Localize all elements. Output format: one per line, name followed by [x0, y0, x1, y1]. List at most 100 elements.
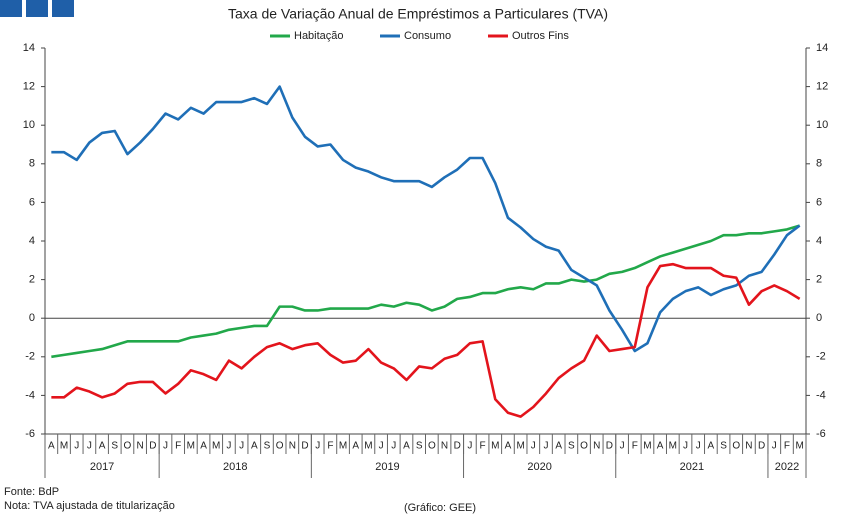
x-tick-label: O — [124, 441, 132, 452]
series-line — [51, 224, 801, 359]
x-tick-label: O — [428, 441, 436, 452]
x-tick-label: F — [175, 441, 181, 452]
x-tick-label: D — [301, 441, 308, 452]
x-tick-label: S — [416, 441, 423, 452]
legend-label: Outros Fins — [512, 30, 569, 42]
x-tick-label: M — [491, 441, 499, 452]
x-tick-label: F — [784, 441, 790, 452]
x-tick-label: A — [200, 441, 207, 452]
x-tick-label: F — [632, 441, 638, 452]
y-tick-label: 4 — [29, 235, 35, 247]
x-tick-label: M — [795, 441, 803, 452]
y-tick-label: 6 — [29, 196, 35, 208]
year-label: 2021 — [680, 461, 704, 473]
y2-tick-label: 10 — [816, 119, 828, 131]
x-tick-label: N — [289, 441, 296, 452]
chart-title: Taxa de Variação Anual de Empréstimos a … — [228, 6, 608, 22]
x-tick-label: A — [657, 441, 664, 452]
y2-tick-label: 0 — [816, 312, 822, 324]
y-tick-label: 8 — [29, 158, 35, 170]
x-tick-label: M — [187, 441, 195, 452]
y-tick-label: -6 — [25, 428, 35, 440]
x-tick-label: J — [87, 441, 92, 452]
x-tick-label: O — [276, 441, 284, 452]
x-tick-label: N — [137, 441, 144, 452]
y-tick-label: 2 — [29, 274, 35, 286]
x-tick-label: M — [364, 441, 372, 452]
x-tick-label: D — [149, 441, 156, 452]
note: Nota: TVA ajustada de titularização — [4, 500, 175, 512]
x-tick-label: M — [643, 441, 651, 452]
x-tick-label: A — [708, 441, 715, 452]
x-tick-label: O — [580, 441, 588, 452]
year-label: 2022 — [775, 461, 799, 473]
x-tick-label: M — [516, 441, 524, 452]
x-tick-label: M — [60, 441, 68, 452]
x-tick-label: S — [720, 441, 727, 452]
x-tick-label: J — [315, 441, 320, 452]
x-tick-label: M — [669, 441, 677, 452]
y2-tick-label: 12 — [816, 81, 828, 93]
x-tick-label: A — [403, 441, 410, 452]
y-tick-label: 0 — [29, 312, 35, 324]
y-tick-label: -4 — [25, 389, 35, 401]
x-tick-label: A — [352, 441, 359, 452]
x-tick-label: A — [99, 441, 106, 452]
x-tick-label: D — [454, 441, 461, 452]
y2-tick-label: -2 — [816, 351, 826, 363]
x-tick-label: J — [620, 441, 625, 452]
x-tick-label: F — [480, 441, 486, 452]
x-tick-label: J — [467, 441, 472, 452]
x-tick-label: S — [264, 441, 271, 452]
x-tick-label: J — [772, 441, 777, 452]
y2-tick-label: 6 — [816, 196, 822, 208]
x-tick-label: J — [391, 441, 396, 452]
x-tick-label: N — [441, 441, 448, 452]
legend-label: Consumo — [404, 30, 451, 42]
year-label: 2020 — [527, 461, 551, 473]
year-label: 2019 — [375, 461, 399, 473]
x-tick-label: M — [339, 441, 347, 452]
y-tick-label: 14 — [23, 42, 35, 54]
logo-square — [26, 0, 48, 17]
x-tick-label: D — [606, 441, 613, 452]
x-tick-label: J — [163, 441, 168, 452]
y2-tick-label: 14 — [816, 42, 828, 54]
x-tick-label: J — [696, 441, 701, 452]
x-tick-label: F — [327, 441, 333, 452]
x-tick-label: S — [111, 441, 118, 452]
y2-tick-label: -4 — [816, 389, 826, 401]
x-tick-label: J — [239, 441, 244, 452]
x-tick-label: S — [568, 441, 575, 452]
x-tick-label: D — [758, 441, 765, 452]
x-tick-label: A — [251, 441, 258, 452]
y2-tick-label: 8 — [816, 158, 822, 170]
series-line — [51, 262, 801, 418]
logo-square — [52, 0, 74, 17]
source: Fonte: BdP — [4, 486, 59, 498]
credit: (Gráfico: GEE) — [404, 502, 476, 514]
y-tick-label: 12 — [23, 81, 35, 93]
x-tick-label: A — [48, 441, 55, 452]
x-tick-label: J — [379, 441, 384, 452]
x-tick-label: J — [226, 441, 231, 452]
legend-label: Habitação — [294, 30, 344, 42]
x-tick-label: N — [745, 441, 752, 452]
x-tick-label: M — [212, 441, 220, 452]
x-tick-label: J — [74, 441, 79, 452]
x-tick-label: A — [555, 441, 562, 452]
logo-square — [0, 0, 22, 17]
x-tick-label: N — [593, 441, 600, 452]
y2-tick-label: -6 — [816, 428, 826, 440]
x-tick-label: J — [531, 441, 536, 452]
y-tick-label: 10 — [23, 119, 35, 131]
series-line — [51, 85, 801, 353]
y2-tick-label: 2 — [816, 274, 822, 286]
year-label: 2017 — [90, 461, 114, 473]
x-tick-label: J — [683, 441, 688, 452]
y2-tick-label: 4 — [816, 235, 822, 247]
year-label: 2018 — [223, 461, 247, 473]
y-tick-label: -2 — [25, 351, 35, 363]
x-tick-label: O — [732, 441, 740, 452]
